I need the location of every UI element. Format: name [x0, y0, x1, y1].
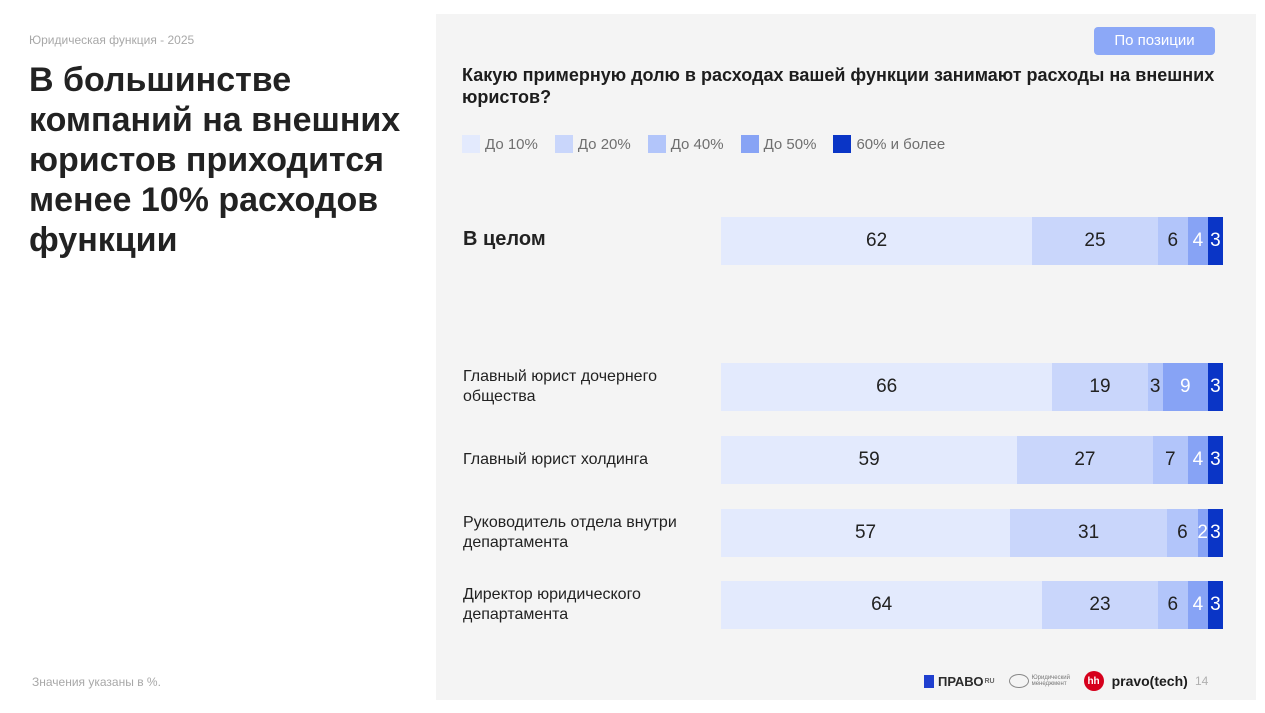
- legal-management-logo: Юридический менеджмент: [1008, 674, 1074, 688]
- bar-segment: 4: [1187, 581, 1208, 629]
- legal-management-logo-text: Юридический менеджмент: [1031, 675, 1070, 687]
- row-label: В целом: [463, 228, 546, 250]
- bar-segment: 25: [1032, 217, 1158, 265]
- data-label: 62: [866, 230, 888, 251]
- hh-logo: hh: [1083, 671, 1104, 691]
- legend-label: До 10%: [485, 135, 538, 153]
- legal-management-logo-mark: [1008, 674, 1029, 688]
- pravo-logo-suffix: RU: [984, 677, 995, 685]
- legend-item: До 40%: [647, 135, 724, 153]
- data-label: 23: [1089, 594, 1111, 615]
- row-label: Руководитель отдела внутри департамента: [463, 514, 677, 551]
- bar-segment: 9: [1162, 363, 1208, 411]
- by-position-button[interactable]: По позиции: [1094, 27, 1215, 55]
- bar-segment: 6: [1157, 217, 1188, 265]
- bar-segment: 3: [1147, 363, 1163, 411]
- bar-segment: 66: [721, 363, 1053, 411]
- stacked-bar: 59 27 7 4 3: [721, 436, 1223, 484]
- legend-label: До 40%: [670, 135, 724, 153]
- data-label: 3: [1210, 522, 1221, 543]
- bar-segment: 6: [1157, 581, 1188, 629]
- bar-segment: 57: [721, 509, 1011, 557]
- row-label: Директор юридического департамента: [463, 586, 641, 623]
- data-label: 27: [1074, 449, 1096, 470]
- legend-item: До 10%: [462, 135, 538, 153]
- bar-segment: 2: [1197, 509, 1208, 557]
- pravo-logo-text: ПРАВО: [938, 673, 984, 689]
- data-label: 19: [1089, 376, 1111, 397]
- bar-segment: 3: [1207, 581, 1223, 629]
- report-kicker: Юридическая функция - 2025: [29, 33, 195, 47]
- row-label: Главный юрист холдинга: [463, 451, 649, 468]
- data-label: 3: [1149, 376, 1161, 397]
- pravotech-logo: pravo(tech): [1111, 673, 1188, 689]
- stacked-bar: 57 31 6 2 3: [721, 509, 1223, 557]
- pravo-logo-mark: [924, 674, 934, 688]
- partner-logos: ПРАВО RU Юридический менеджмент hh pravo…: [924, 669, 1188, 693]
- data-label: 4: [1192, 230, 1204, 251]
- bar-segment: 23: [1042, 581, 1158, 629]
- data-label: 64: [871, 594, 893, 615]
- data-label: 6: [1167, 230, 1179, 251]
- legend-swatch: [462, 135, 480, 153]
- slide-headline: В большинстве компаний на внешних юристо…: [29, 61, 401, 259]
- data-label: 66: [876, 376, 898, 397]
- data-label: 31: [1078, 522, 1100, 543]
- data-label: 57: [854, 522, 877, 543]
- data-label: 3: [1210, 230, 1221, 251]
- stacked-bar: 64 23 6 4 3: [721, 581, 1223, 629]
- legend-label: До 50%: [763, 135, 817, 153]
- bar-segment: 59: [721, 436, 1018, 484]
- legend-label: 60% и более: [856, 135, 946, 153]
- pravo-logo: ПРАВО RU: [924, 674, 995, 689]
- data-label: 6: [1177, 522, 1188, 543]
- data-label: 3: [1210, 449, 1221, 470]
- bar-segment: 3: [1207, 436, 1223, 484]
- bar-segment: 7: [1152, 436, 1188, 484]
- legend-swatch: [647, 135, 666, 153]
- stacked-bar: 62 25 6 4 3: [721, 217, 1223, 265]
- bar-segment: 31: [1010, 509, 1168, 557]
- data-label: 6: [1167, 594, 1179, 615]
- legend-label: До 20%: [577, 135, 631, 153]
- values-footnote: Значения указаны в %.: [32, 675, 161, 689]
- bar-segment: 19: [1052, 363, 1148, 411]
- legend-item: 60% и более: [833, 135, 945, 153]
- chart-panel: По позиции Какую примерную долю в расход…: [436, 14, 1256, 700]
- bar-segment: 4: [1187, 217, 1208, 265]
- data-label: 9: [1180, 376, 1191, 397]
- legend-item: До 50%: [740, 135, 817, 153]
- bar-segment: 3: [1207, 363, 1223, 411]
- bar-segment: 62: [721, 217, 1033, 265]
- stacked-bar: 66 19 3 9 3: [721, 363, 1223, 411]
- chart-legend: До 10% До 20% До 40% До 50% 60% и более: [462, 134, 962, 154]
- bar-segment: 3: [1207, 217, 1223, 265]
- bar-segment: 64: [721, 581, 1043, 629]
- data-label: 4: [1192, 594, 1204, 615]
- legend-swatch: [740, 135, 759, 153]
- row-label: Главный юрист дочернего общества: [463, 368, 657, 405]
- chart-title: Какую примерную долю в расходах вашей фу…: [462, 65, 1215, 107]
- data-label: 2: [1197, 522, 1208, 543]
- bar-segment: 6: [1167, 509, 1198, 557]
- page-number: 14: [1195, 674, 1209, 688]
- legend-swatch: [833, 135, 852, 153]
- bar-segment: 27: [1017, 436, 1153, 484]
- bar-segment: 4: [1187, 436, 1208, 484]
- data-label: 3: [1210, 594, 1221, 615]
- data-label: 4: [1192, 449, 1204, 470]
- data-label: 7: [1164, 449, 1176, 470]
- bar-segment: 3: [1207, 509, 1223, 557]
- data-label: 59: [858, 449, 880, 470]
- legend-item: До 20%: [554, 135, 631, 153]
- data-label: 3: [1210, 376, 1221, 397]
- data-label: 25: [1084, 230, 1106, 251]
- legend-swatch: [554, 135, 573, 153]
